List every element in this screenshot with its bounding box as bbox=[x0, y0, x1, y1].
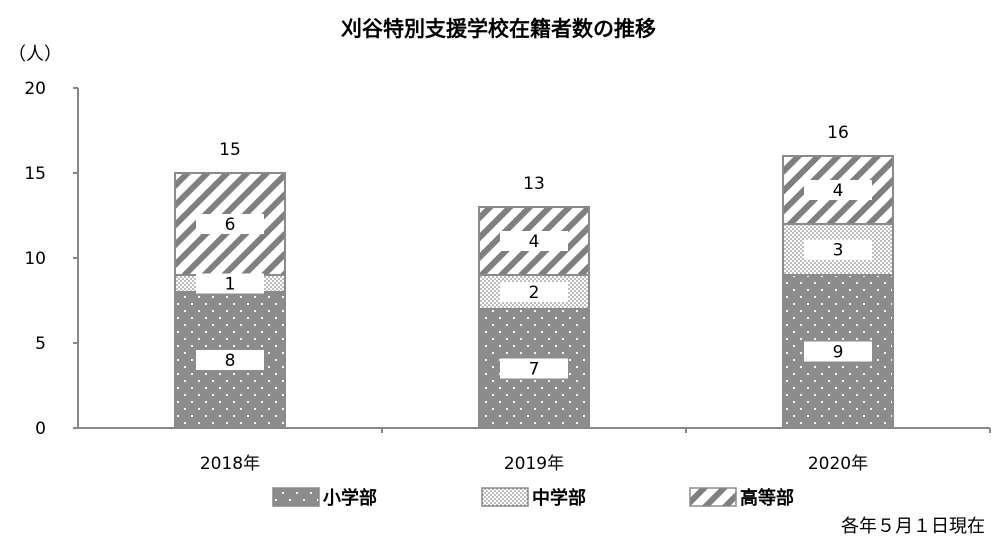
data-label: 2 bbox=[529, 283, 540, 303]
y-tick-label: 10 bbox=[24, 249, 46, 269]
x-tick-label: 2020年 bbox=[808, 454, 868, 474]
date-note: 各年５月１日現在 bbox=[841, 516, 985, 537]
data-label-box bbox=[196, 350, 264, 370]
data-label-box bbox=[804, 180, 872, 200]
legend-swatch bbox=[689, 487, 737, 507]
y-tick-label: 20 bbox=[24, 79, 46, 99]
data-label: 6 bbox=[225, 215, 236, 235]
total-label: 16 bbox=[827, 123, 849, 143]
data-label: 3 bbox=[833, 241, 844, 261]
legend-swatch bbox=[272, 487, 320, 507]
data-label-box bbox=[500, 231, 568, 251]
data-label-box bbox=[500, 358, 568, 379]
y-tick-label: 5 bbox=[35, 334, 46, 354]
chart-title: 刈谷特別支援学校在籍者数の推移 bbox=[341, 17, 656, 41]
total-label: 15 bbox=[219, 140, 241, 160]
data-label: 9 bbox=[833, 343, 844, 363]
data-label: 4 bbox=[529, 232, 540, 252]
x-tick-label: 2019年 bbox=[504, 454, 564, 474]
y-tick-label: 0 bbox=[35, 419, 46, 439]
legend-swatch bbox=[481, 487, 529, 507]
data-label-box bbox=[500, 282, 568, 302]
y-tick-label: 15 bbox=[24, 164, 46, 184]
data-label: 7 bbox=[529, 360, 540, 380]
data-label-box bbox=[804, 341, 872, 362]
data-label-box bbox=[804, 239, 872, 260]
x-tick-label: 2018年 bbox=[200, 454, 260, 474]
data-label: 8 bbox=[225, 351, 236, 371]
data-label-box bbox=[196, 273, 264, 294]
data-label: 1 bbox=[225, 275, 236, 295]
y-axis-unit-label: （人） bbox=[8, 44, 62, 65]
legend-label: 小学部 bbox=[323, 487, 377, 509]
legend-label: 高等部 bbox=[740, 487, 794, 509]
data-label: 4 bbox=[833, 181, 844, 201]
data-label-box bbox=[196, 214, 264, 234]
total-label: 13 bbox=[523, 174, 545, 194]
legend-label: 中学部 bbox=[532, 487, 586, 509]
